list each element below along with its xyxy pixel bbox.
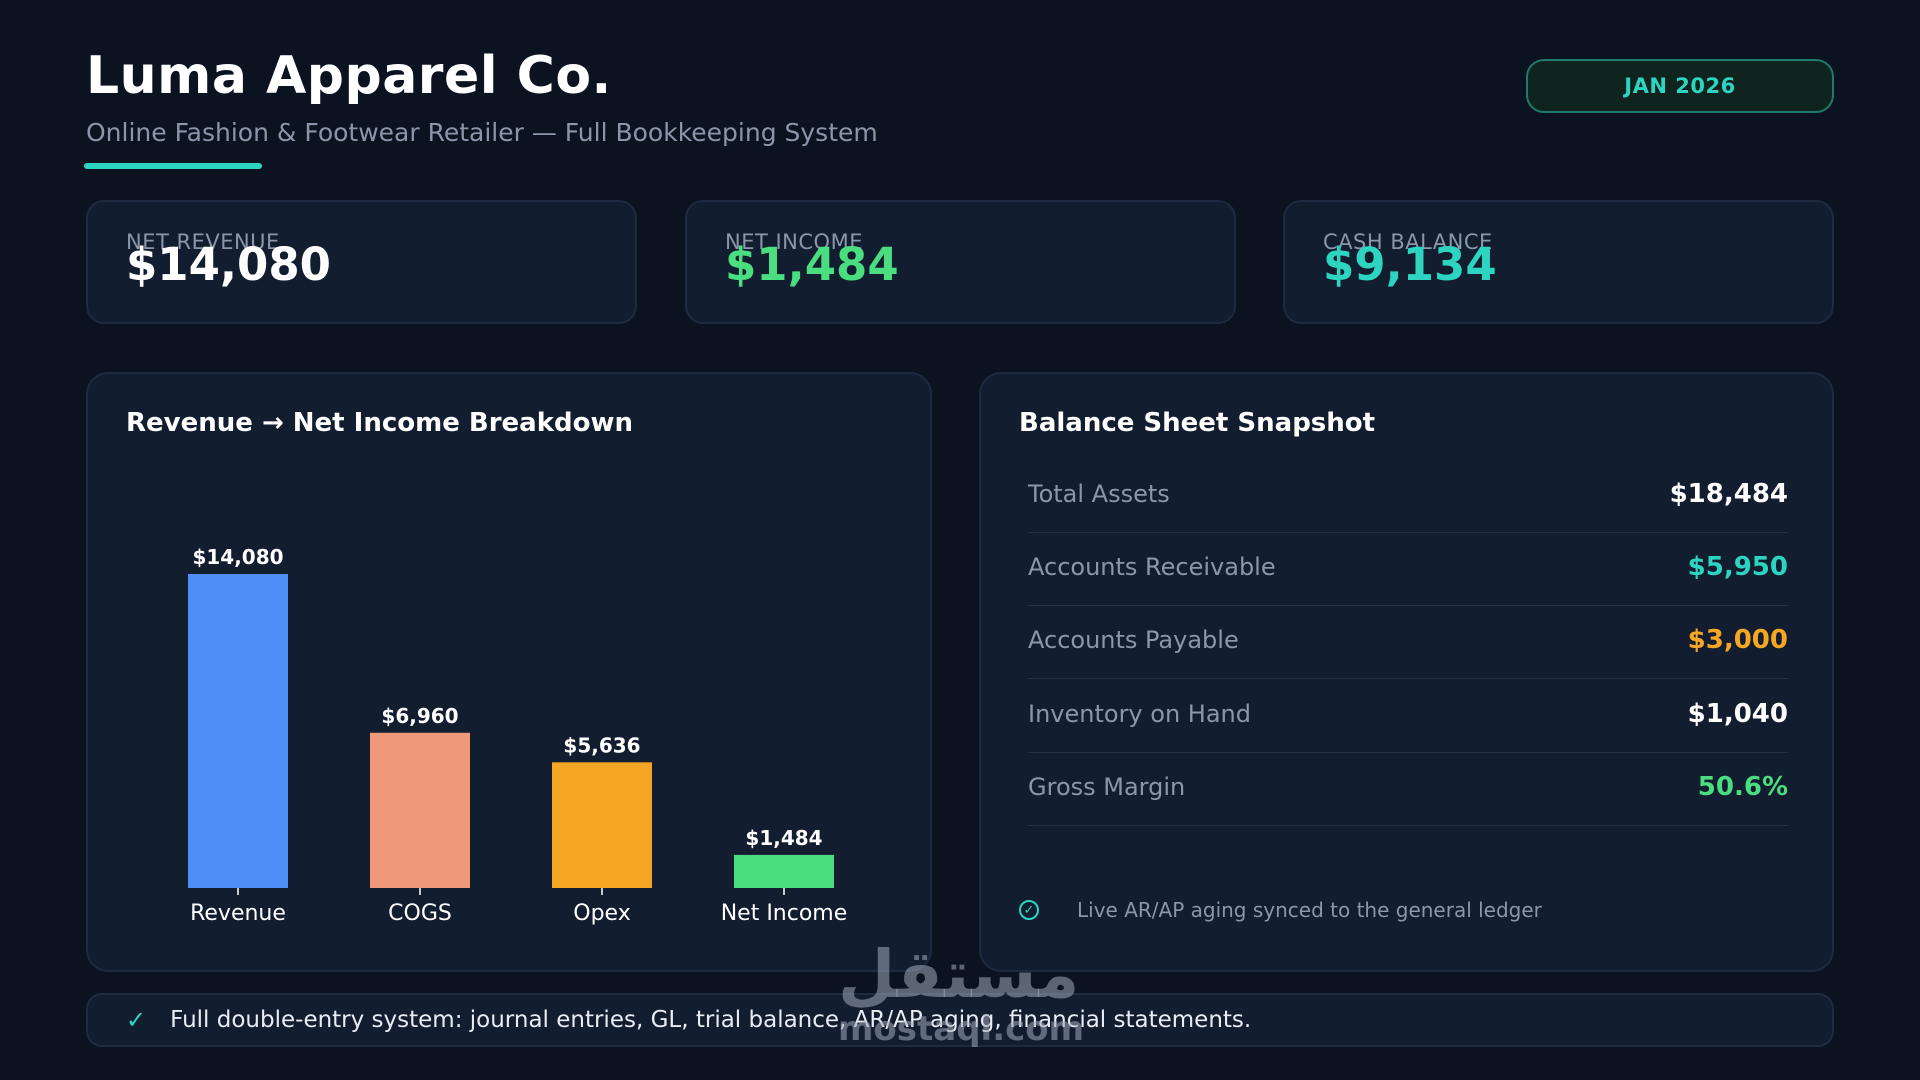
kpi-value: $9,134 bbox=[1323, 238, 1497, 291]
period-badge[interactable]: JAN 2026 bbox=[1526, 59, 1834, 113]
bs-label: Accounts Payable bbox=[1028, 626, 1239, 654]
kpi-card-net-income: NET INCOME $1,484 bbox=[685, 200, 1236, 324]
x-tick-label: Net Income bbox=[721, 901, 848, 926]
bar-value-label: $1,484 bbox=[745, 826, 822, 850]
breakdown-panel: Revenue → Net Income Breakdown $14,080 Re… bbox=[86, 372, 932, 972]
balance-sheet-title: Balance Sheet Snapshot bbox=[1019, 408, 1376, 438]
breakdown-title: Revenue → Net Income Breakdown bbox=[126, 408, 633, 438]
bs-row-gross-margin: Gross Margin 50.6% bbox=[1028, 753, 1788, 826]
page-subtitle: Online Fashion & Footwear Retailer — Ful… bbox=[86, 118, 878, 147]
kpi-card-net-revenue: NET REVENUE $14,080 bbox=[86, 200, 637, 324]
bs-label: Gross Margin bbox=[1028, 773, 1186, 801]
bs-value: $3,000 bbox=[1687, 625, 1788, 655]
sync-note-text: Live AR/AP aging synced to the general l… bbox=[1077, 898, 1542, 922]
bs-label: Accounts Receivable bbox=[1028, 553, 1276, 581]
bs-value: 50.6% bbox=[1697, 772, 1788, 802]
bar-revenue bbox=[188, 574, 288, 888]
bs-label: Inventory on Hand bbox=[1028, 700, 1251, 728]
breakdown-bar-chart: $14,080 Revenue $6,960 COGS $5,636 Opex $1,484… bbox=[188, 545, 848, 926]
title-accent-line bbox=[84, 163, 262, 169]
bs-row-accounts-receivable: Accounts Receivable $5,950 bbox=[1028, 533, 1788, 606]
kpi-label: CASH BALANCE bbox=[1323, 230, 1493, 254]
bs-value: $5,950 bbox=[1687, 552, 1788, 582]
bar-net-income bbox=[734, 854, 834, 888]
balance-sheet-panel: Balance Sheet Snapshot Total Assets $18,… bbox=[979, 372, 1834, 972]
footer-banner: ✓ Full double-entry system: journal entr… bbox=[86, 993, 1834, 1047]
kpi-value: $14,080 bbox=[126, 238, 331, 291]
sync-note: ✓ Live AR/AP aging synced to the general… bbox=[1019, 898, 1542, 922]
bar-value-label: $14,080 bbox=[192, 545, 283, 569]
bar-value-label: $6,960 bbox=[381, 704, 458, 728]
bs-row-total-assets: Total Assets $18,484 bbox=[1028, 460, 1788, 533]
bs-value: $1,040 bbox=[1687, 699, 1788, 729]
bar-opex bbox=[552, 762, 652, 888]
bs-row-inventory: Inventory on Hand $1,040 bbox=[1028, 680, 1788, 753]
kpi-value: $1,484 bbox=[725, 238, 899, 291]
page-title: Luma Apparel Co. bbox=[86, 46, 612, 106]
bar-cogs bbox=[370, 732, 470, 888]
footer-text: Full double-entry system: journal entrie… bbox=[170, 1007, 1252, 1033]
checkmark-icon: ✓ bbox=[126, 1006, 147, 1034]
bar-value-label: $5,636 bbox=[563, 733, 640, 757]
x-tick-label: Revenue bbox=[190, 901, 286, 926]
check-circle-icon: ✓ bbox=[1019, 900, 1039, 920]
x-tick-label: Opex bbox=[573, 901, 630, 926]
kpi-label: NET REVENUE bbox=[126, 230, 280, 254]
kpi-label: NET INCOME bbox=[725, 230, 863, 254]
bs-value: $18,484 bbox=[1669, 479, 1788, 509]
x-tick-label: COGS bbox=[388, 901, 452, 926]
kpi-card-cash-balance: CASH BALANCE $9,134 bbox=[1283, 200, 1834, 324]
bs-label: Total Assets bbox=[1028, 480, 1170, 508]
bs-row-accounts-payable: Accounts Payable $3,000 bbox=[1028, 606, 1788, 679]
